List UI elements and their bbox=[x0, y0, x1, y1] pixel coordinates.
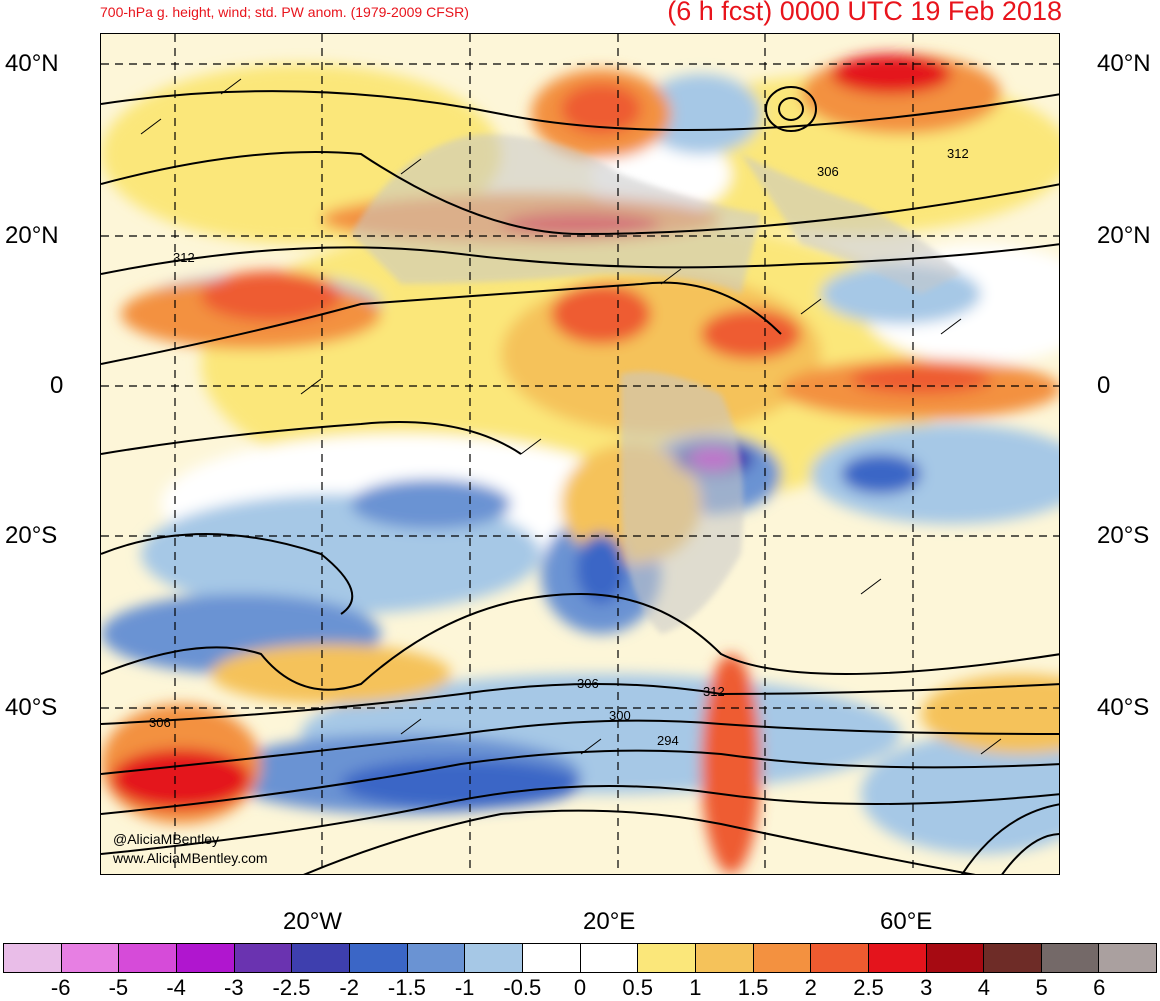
colorbar-swatch bbox=[984, 944, 1042, 972]
colorbar bbox=[3, 943, 1157, 973]
lat-label-40n-left: 40°N bbox=[5, 50, 59, 77]
lon-label-60e: 60°E bbox=[880, 908, 933, 935]
colorbar-swatch bbox=[753, 944, 812, 972]
colorbar-swatch bbox=[868, 944, 927, 972]
contour-label: 294 bbox=[657, 733, 679, 748]
colorbar-swatch bbox=[926, 944, 985, 972]
colorbar-label: 1.5 bbox=[737, 975, 769, 1000]
colorbar-swatch bbox=[811, 944, 869, 972]
colorbar-swatch bbox=[349, 944, 408, 972]
lat-label-40s-right: 40°S bbox=[1097, 694, 1150, 721]
lat-label-eq-right: 0 bbox=[1097, 372, 1111, 399]
contour-labels: 312 306 312 306 312 306 300 294 bbox=[149, 146, 969, 748]
map-title: 700-hPa g. height, wind; std. PW anom. (… bbox=[100, 4, 469, 20]
contour-label: 306 bbox=[149, 715, 171, 730]
forecast-time-title: (6 h fcst) 0000 UTC 19 Feb 2018 bbox=[667, 0, 1062, 26]
colorbar-label: 3 bbox=[920, 975, 933, 1000]
lat-label-20n-right: 20°N bbox=[1097, 222, 1151, 249]
contour-label: 312 bbox=[947, 146, 969, 161]
colorbar-label: 1 bbox=[689, 975, 702, 1000]
colorbar-label: -1.5 bbox=[387, 975, 426, 1000]
wind-barbs bbox=[140, 78, 1002, 755]
colorbar-label: -1 bbox=[454, 975, 475, 1000]
contour-label: 306 bbox=[577, 676, 599, 691]
colorbar-label: -0.5 bbox=[503, 975, 542, 1000]
colorbar-swatch bbox=[1099, 944, 1157, 972]
colorbar-label: -2.5 bbox=[272, 975, 311, 1000]
colorbar-swatch bbox=[119, 944, 177, 972]
colorbar-swatch bbox=[695, 944, 754, 972]
colorbar-label: -5 bbox=[108, 975, 129, 1000]
lon-label-20w: 20°W bbox=[283, 908, 342, 935]
colorbar-swatch bbox=[638, 944, 696, 972]
height-contours bbox=[101, 86, 1059, 874]
lat-label-eq-left: 0 bbox=[50, 372, 64, 399]
colorbar-swatch bbox=[465, 944, 523, 972]
map-canvas: 312 306 312 306 312 306 300 294 bbox=[101, 34, 1059, 874]
colorbar-label: -4 bbox=[166, 975, 186, 1000]
colorbar-label: 5 bbox=[1035, 975, 1048, 1000]
colorbar-label: -3 bbox=[224, 975, 244, 1000]
colorbar-label: 6 bbox=[1093, 975, 1106, 1000]
watermark-handle: @AliciaMBentley bbox=[113, 831, 220, 847]
colorbar-label: 4 bbox=[977, 975, 991, 1000]
contour-label: 312 bbox=[703, 684, 725, 699]
colorbar-label: 2.5 bbox=[853, 975, 884, 1000]
colorbar-label: 2 bbox=[804, 975, 817, 1000]
colorbar-swatch bbox=[61, 944, 120, 972]
colorbar-swatch bbox=[4, 944, 62, 972]
lat-label-20s-right: 20°S bbox=[1097, 522, 1150, 549]
lat-lon-grid bbox=[101, 34, 1059, 874]
contour-label: 312 bbox=[173, 250, 195, 265]
colorbar-swatch bbox=[1041, 944, 1100, 972]
lat-label-20n-left: 20°N bbox=[5, 222, 59, 249]
colorbar-swatch bbox=[580, 944, 639, 972]
colorbar-swatch bbox=[292, 944, 350, 972]
colorbar-swatch bbox=[522, 944, 581, 972]
colorbar-label: -2 bbox=[339, 975, 359, 1000]
contour-label: 306 bbox=[817, 164, 839, 179]
colorbar-swatch bbox=[176, 944, 235, 972]
watermark-url: www.AliciaMBentley.com bbox=[113, 850, 268, 866]
map-panel: 312 306 312 306 312 306 300 294 @AliciaM… bbox=[100, 33, 1060, 875]
contour-label: 300 bbox=[609, 708, 631, 723]
lat-label-20s-left: 20°S bbox=[5, 522, 58, 549]
lat-label-40s-left: 40°S bbox=[5, 694, 58, 721]
colorbar-label: -6 bbox=[50, 975, 71, 1000]
colorbar-swatch bbox=[407, 944, 466, 972]
colorbar-label: 0 bbox=[573, 975, 587, 1000]
colorbar-label: 0.5 bbox=[622, 975, 653, 1000]
lat-label-40n-right: 40°N bbox=[1097, 50, 1151, 77]
colorbar-swatch bbox=[234, 944, 293, 972]
lon-label-20e: 20°E bbox=[583, 908, 636, 935]
